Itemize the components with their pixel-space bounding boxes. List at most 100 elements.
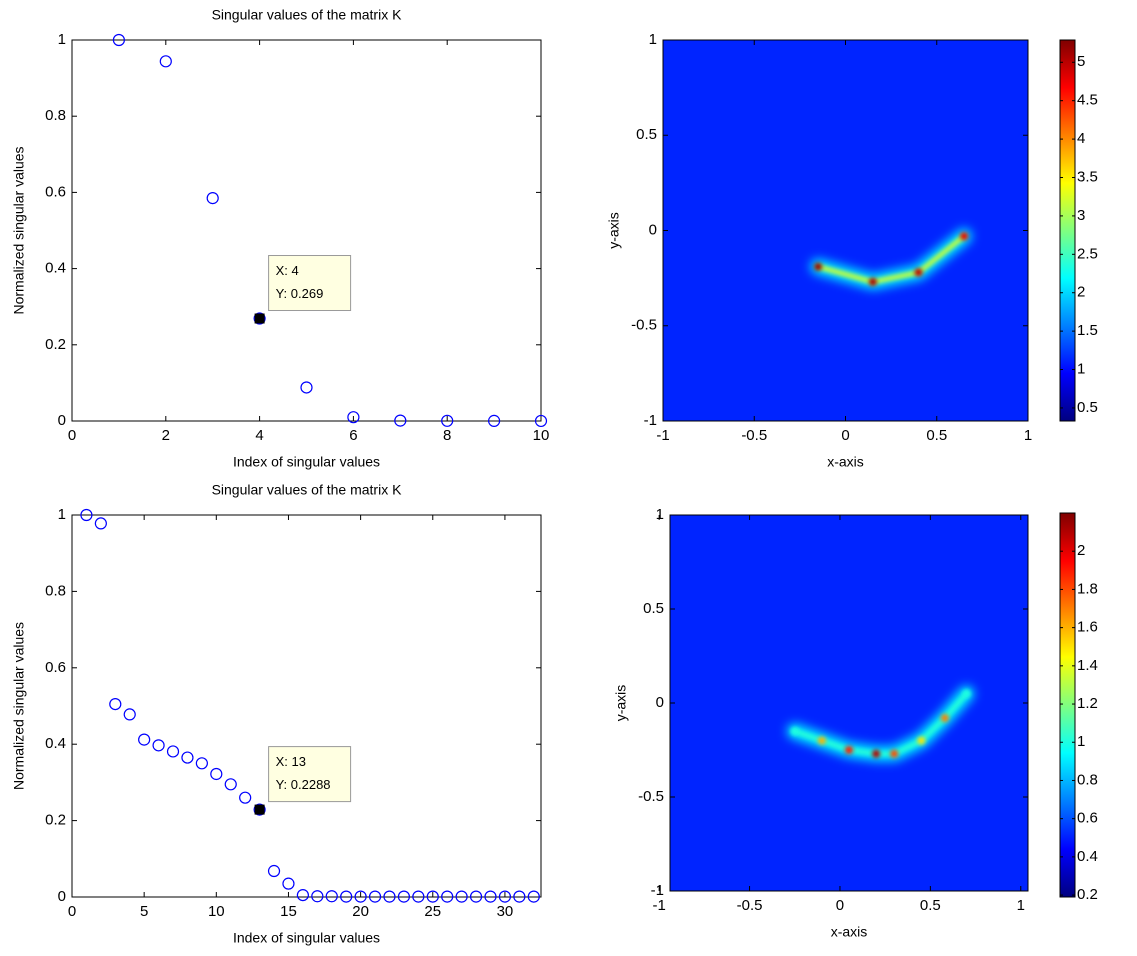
data-tip-box <box>268 255 352 312</box>
data-point <box>383 890 396 903</box>
data-tip-text: Y: 0.269 <box>276 286 324 301</box>
intensity-peak <box>960 232 969 241</box>
y-tick-label: 1 <box>649 31 657 48</box>
data-point <box>426 890 439 903</box>
data-point <box>347 411 360 424</box>
y-tick-label: 0.2 <box>45 812 66 829</box>
data-point <box>498 890 512 903</box>
colorbar <box>1059 39 1076 422</box>
y-tick-label: -1 <box>651 882 664 899</box>
x-tick-label: 1 <box>1024 427 1032 444</box>
data-tip-marker <box>254 804 265 815</box>
data-point <box>469 890 483 903</box>
intensity-peak <box>940 714 949 723</box>
intensity-peak <box>845 746 853 754</box>
y-tick-label: 0 <box>58 412 66 429</box>
plot-area <box>72 515 541 897</box>
intensity-peak <box>962 689 971 698</box>
x-tick-label: 15 <box>280 903 297 920</box>
colorbar-tick-label: 0.8 <box>1077 771 1098 788</box>
colorbar-tick-label: 2.5 <box>1077 245 1098 262</box>
colorbar-tick-label: 5 <box>1077 53 1085 70</box>
y-tick-label: -1 <box>644 412 657 429</box>
plot-area <box>72 40 541 421</box>
intensity-peak <box>868 277 877 286</box>
colorbar-tick-label: 3 <box>1077 207 1085 224</box>
y-tick-label: 0.2 <box>45 336 66 353</box>
y-tick-label: 0.5 <box>643 600 664 617</box>
intensity-ridge <box>815 233 967 285</box>
colorbar-tick-label: 0.2 <box>1077 886 1098 903</box>
data-tip-text: X: 13 <box>276 754 306 769</box>
colorbar-tick-label: 1.6 <box>1077 619 1098 636</box>
data-point <box>138 733 151 746</box>
data-point <box>534 414 548 428</box>
intensity-peak <box>914 268 923 277</box>
colorbar-tick-label: 4.5 <box>1077 92 1098 109</box>
colorbar-tick-label: 1.5 <box>1077 322 1098 339</box>
data-point <box>195 757 208 770</box>
data-point <box>484 890 497 903</box>
data-point <box>206 192 219 205</box>
colorbar-tick-label: 1.2 <box>1077 695 1098 712</box>
colorbar-tick-label: 1 <box>1077 733 1085 750</box>
y-tick-label: 0.6 <box>45 183 66 200</box>
intensity-peak <box>917 736 926 745</box>
x-tick-label: 4 <box>255 427 263 444</box>
x-tick-label: 0.5 <box>920 897 941 914</box>
x-tick-label: 0 <box>836 897 844 914</box>
data-tip-marker <box>254 313 265 324</box>
x-tick-label: 20 <box>352 903 369 920</box>
data-point <box>253 312 266 325</box>
y-tick-label: 0.5 <box>636 126 657 143</box>
data-point <box>325 890 338 903</box>
colorbar-tick-label: 1.4 <box>1077 657 1098 674</box>
x-tick-label: 10 <box>208 903 225 920</box>
data-point <box>488 414 501 427</box>
x-tick-label: 2 <box>162 427 170 444</box>
data-point <box>112 33 126 47</box>
data-point <box>412 890 425 903</box>
colorbar-tick-label: 0.6 <box>1077 810 1098 827</box>
intensity-peak <box>817 736 826 745</box>
data-point <box>210 767 223 781</box>
data-point <box>296 888 309 902</box>
data-point <box>94 517 107 530</box>
data-tip-text: Y: 0.2288 <box>276 777 331 792</box>
y-axis-label: Normalized singular values <box>11 622 27 790</box>
x-tick-label: -0.5 <box>737 897 763 914</box>
colorbar <box>1059 512 1076 898</box>
data-point <box>300 381 313 394</box>
y-tick-label: 1 <box>656 506 664 523</box>
x-tick-label: 5 <box>140 903 148 920</box>
y-tick-label: 0 <box>58 888 66 905</box>
x-tick-label: 25 <box>424 903 441 920</box>
x-tick-label: 1 <box>1017 897 1025 914</box>
y-tick-label: 0.4 <box>45 735 66 752</box>
data-point <box>455 890 468 903</box>
x-tick-label: 10 <box>533 427 550 444</box>
colorbar-tick-label: 1.8 <box>1077 580 1098 597</box>
y-tick-label: 0.8 <box>45 107 66 124</box>
data-point <box>181 751 194 764</box>
x-tick-label: 0 <box>68 427 76 444</box>
x-tick-label: -1 <box>656 427 669 444</box>
colorbar-tick-label: 2 <box>1077 284 1085 301</box>
y-tick-label: 0.6 <box>45 659 66 676</box>
data-point <box>224 778 237 791</box>
data-point <box>340 890 353 903</box>
data-point <box>166 745 180 758</box>
y-tick-label: 0 <box>649 221 657 238</box>
y-axis-label: Normalized singular values <box>11 146 27 314</box>
intensity-peak <box>790 727 799 736</box>
y-tick-label: 0.4 <box>45 260 66 277</box>
x-tick-label: 30 <box>497 903 514 920</box>
data-point <box>441 890 454 903</box>
x-tick-label: 8 <box>443 427 451 444</box>
data-point <box>368 890 382 903</box>
intensity-peak <box>814 262 823 271</box>
intensity-peak <box>872 749 881 758</box>
x-tick-label: 6 <box>349 427 357 444</box>
x-tick-label: 0 <box>841 427 849 444</box>
